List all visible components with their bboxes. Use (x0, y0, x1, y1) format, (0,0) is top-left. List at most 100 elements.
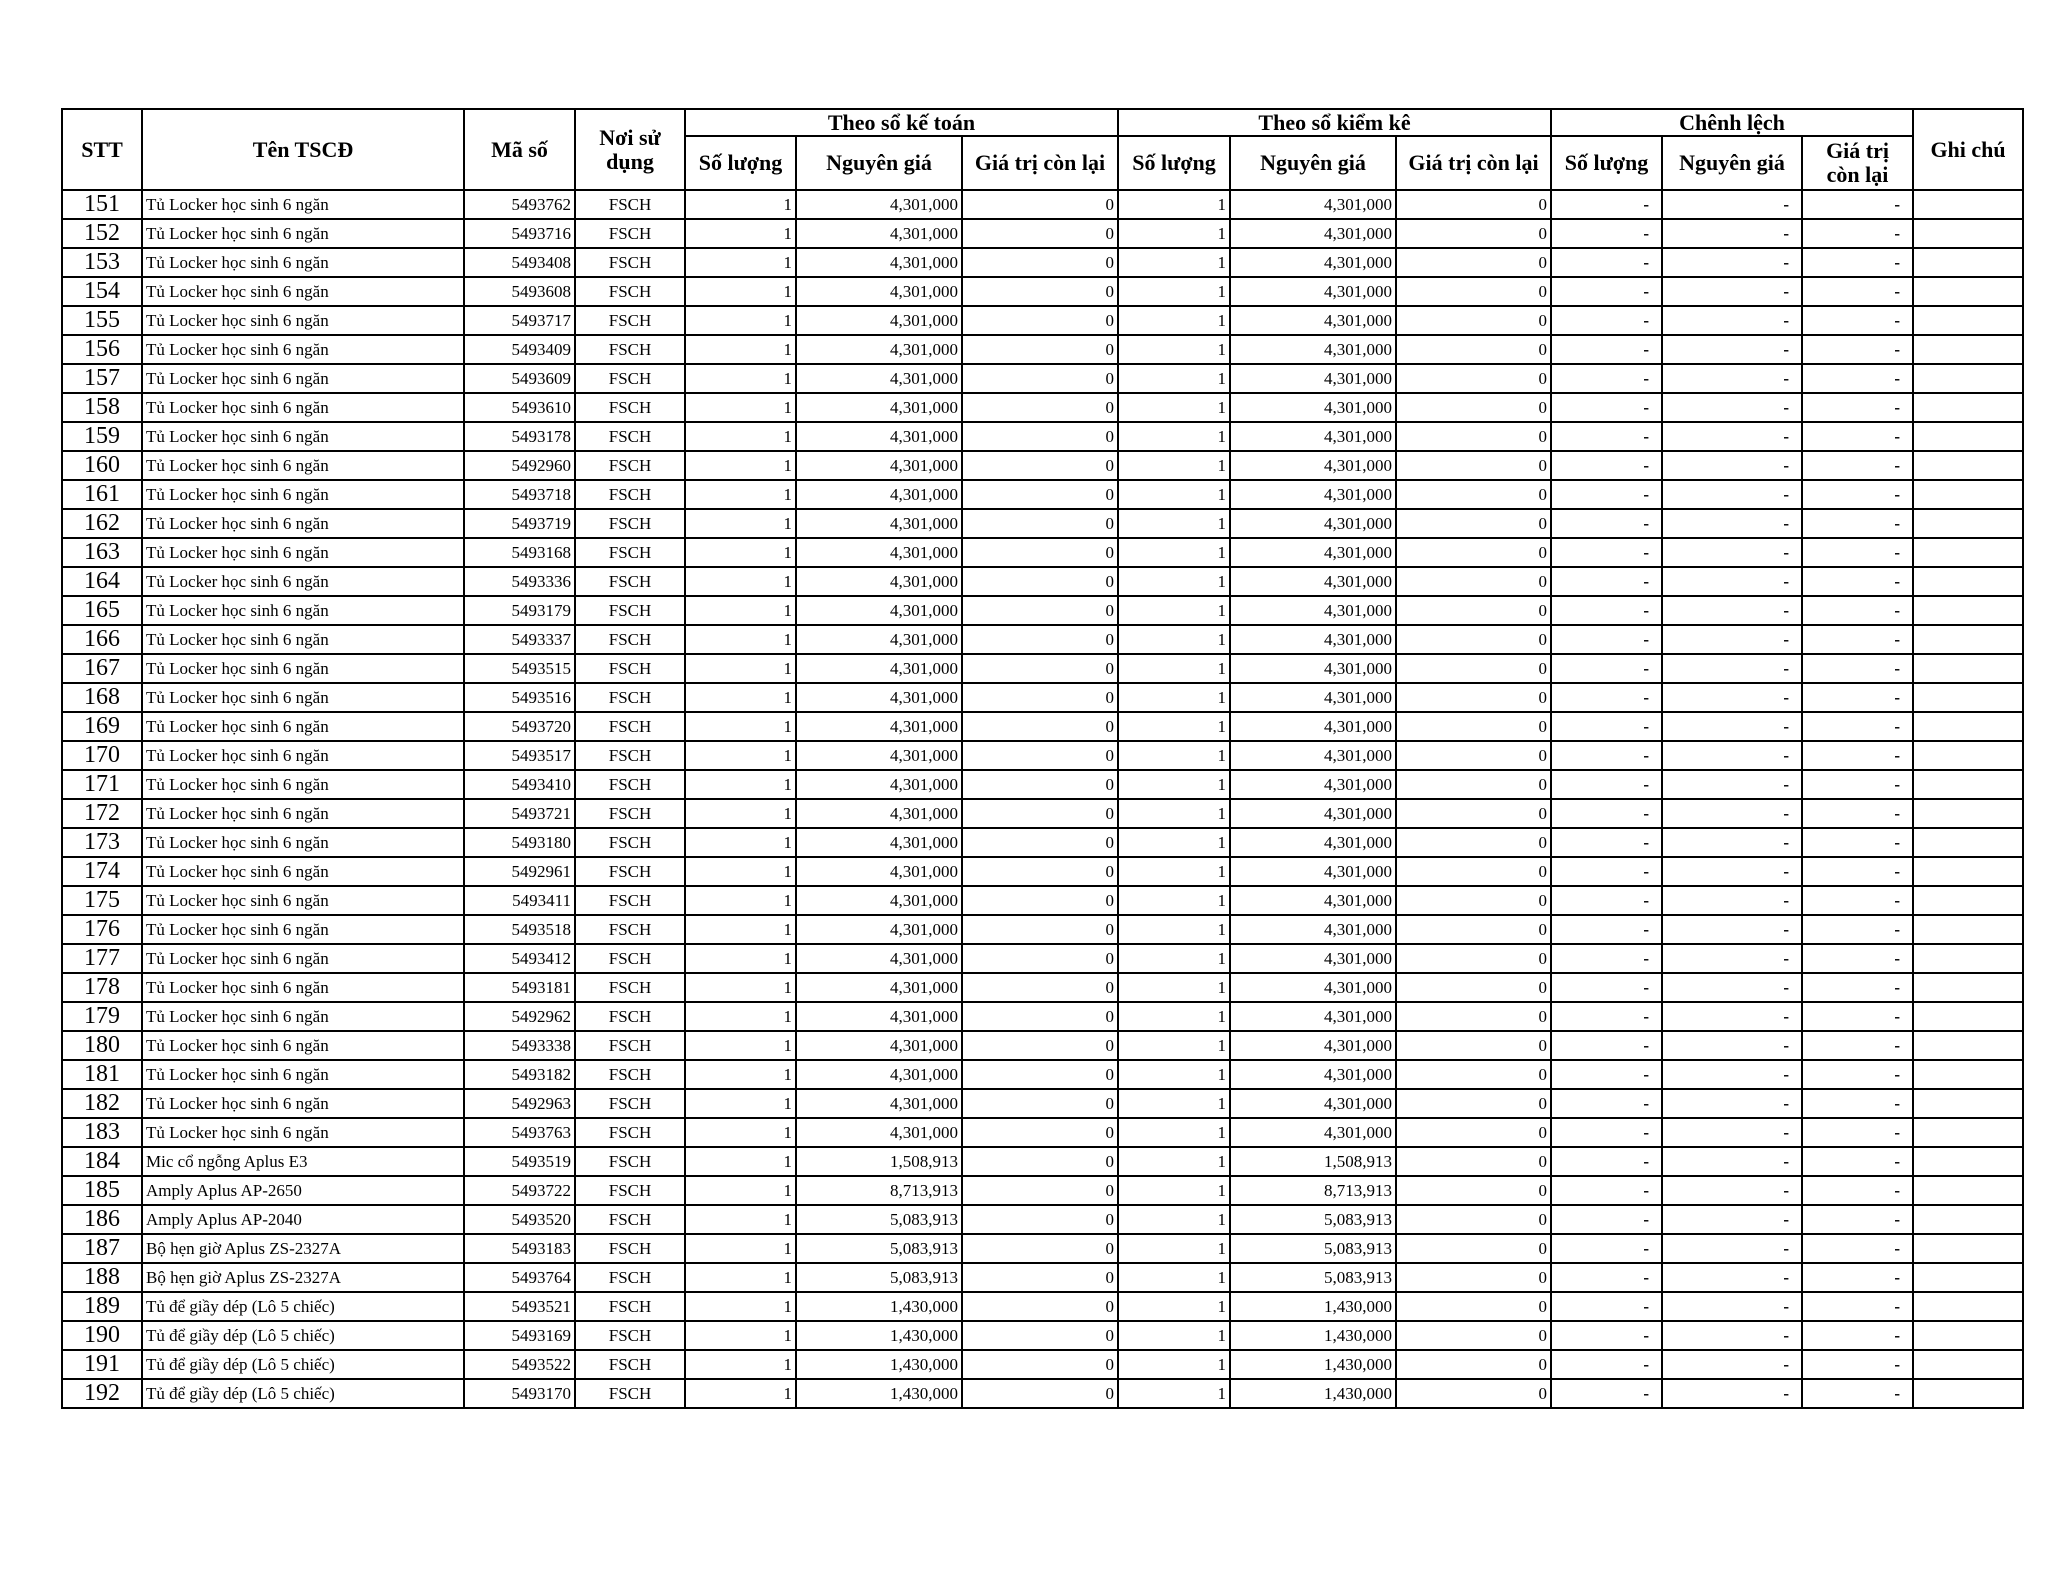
accounting-qty-cell: 1 (684, 479, 797, 510)
asset-code-cell: 5493337 (463, 624, 576, 655)
usage-place-cell: FSCH (574, 1001, 686, 1032)
difference-cost-cell: - (1661, 1030, 1804, 1061)
difference-cost-cell: - (1661, 682, 1804, 713)
inventory-cost-cell: 4,301,000 (1229, 798, 1397, 829)
asset-code-cell: 5493719 (463, 508, 576, 539)
accounting-qty-cell: 1 (684, 740, 797, 771)
asset-name-cell: Mic cổ ngỗng Aplus E3 (141, 1146, 465, 1177)
note-cell (1912, 1291, 2025, 1322)
inventory-remaining-cell: 0 (1394, 1030, 1553, 1061)
table-row: 159 Tủ Locker học sinh 6 ngăn 5493178 FSCH 1… (61, 421, 2025, 452)
difference-qty-cell: - (1550, 595, 1664, 626)
difference-qty-cell: - (1550, 1204, 1664, 1235)
usage-place-cell: FSCH (574, 972, 686, 1003)
difference-remaining-cell: - (1801, 943, 1915, 974)
asset-code-cell: 5493412 (463, 943, 576, 974)
accounting-cost-cell: 4,301,000 (795, 798, 963, 829)
asset-code-cell: 5493518 (463, 914, 576, 945)
note-cell (1912, 624, 2025, 655)
table-row: 182 Tủ Locker học sinh 6 ngăn 5492963 FSCH 1… (61, 1088, 2025, 1119)
accounting-cost-cell: 4,301,000 (795, 653, 963, 684)
header-group-difference: Chênh lệch (1550, 108, 1915, 137)
table-row: 188 Bộ hẹn giờ Aplus ZS-2327A 5493764 FSCH 1… (61, 1262, 2025, 1293)
difference-cost-cell: - (1661, 1233, 1804, 1264)
difference-remaining-cell: - (1801, 334, 1915, 365)
asset-code-cell: 5493722 (463, 1175, 576, 1206)
inventory-qty-cell: 1 (1117, 653, 1231, 684)
difference-qty-cell: - (1550, 1117, 1664, 1148)
row-number-cell: 185 (61, 1175, 143, 1206)
inventory-cost-cell: 4,301,000 (1229, 392, 1397, 423)
difference-cost-cell: - (1661, 798, 1804, 829)
difference-cost-cell: - (1661, 711, 1804, 742)
row-number-cell: 177 (61, 943, 143, 974)
inventory-remaining-cell: 0 (1394, 247, 1553, 278)
accounting-cost-cell: 1,430,000 (795, 1291, 963, 1322)
asset-code-cell: 5492961 (463, 856, 576, 887)
difference-remaining-cell: - (1801, 1349, 1915, 1380)
inventory-qty-cell: 1 (1117, 1117, 1231, 1148)
accounting-qty-cell: 1 (684, 1175, 797, 1206)
note-cell (1912, 421, 2025, 452)
accounting-cost-cell: 4,301,000 (795, 421, 963, 452)
difference-remaining-cell: - (1801, 363, 1915, 394)
note-cell (1912, 508, 2025, 539)
header-group-accounting: Theo sổ kế toán (684, 108, 1119, 137)
asset-name-cell: Tủ Locker học sinh 6 ngăn (141, 1117, 465, 1148)
asset-code-cell: 5493181 (463, 972, 576, 1003)
usage-place-cell: FSCH (574, 798, 686, 829)
accounting-cost-cell: 4,301,000 (795, 1059, 963, 1090)
inventory-qty-cell: 1 (1117, 1030, 1231, 1061)
table-row: 190 Tủ để giầy dép (Lô 5 chiếc) 5493169 FSC… (61, 1320, 2025, 1351)
difference-cost-cell: - (1661, 885, 1804, 916)
difference-remaining-cell: - (1801, 1117, 1915, 1148)
row-number-cell: 156 (61, 334, 143, 365)
note-cell (1912, 1059, 2025, 1090)
asset-code-cell: 5493411 (463, 885, 576, 916)
table-row: 165 Tủ Locker học sinh 6 ngăn 5493179 FSCH 1… (61, 595, 2025, 626)
note-cell (1912, 305, 2025, 336)
inventory-qty-cell: 1 (1117, 682, 1231, 713)
asset-name-cell: Tủ Locker học sinh 6 ngăn (141, 740, 465, 771)
asset-name-cell: Tủ Locker học sinh 6 ngăn (141, 972, 465, 1003)
note-cell (1912, 1175, 2025, 1206)
header-inventory-remaining: Giá trị còn lại (1394, 135, 1553, 191)
difference-cost-cell: - (1661, 914, 1804, 945)
usage-place-cell: FSCH (574, 769, 686, 800)
accounting-qty-cell: 1 (684, 247, 797, 278)
difference-qty-cell: - (1550, 218, 1664, 249)
accounting-qty-cell: 1 (684, 1204, 797, 1235)
difference-remaining-cell: - (1801, 392, 1915, 423)
inventory-qty-cell: 1 (1117, 711, 1231, 742)
accounting-qty-cell: 1 (684, 1378, 797, 1409)
accounting-remaining-cell: 0 (961, 305, 1119, 336)
difference-cost-cell: - (1661, 479, 1804, 510)
table-row: 175 Tủ Locker học sinh 6 ngăn 5493411 FSCH 1… (61, 885, 2025, 916)
difference-remaining-cell: - (1801, 769, 1915, 800)
difference-qty-cell: - (1550, 1233, 1664, 1264)
asset-code-cell: 5493522 (463, 1349, 576, 1380)
inventory-remaining-cell: 0 (1394, 566, 1553, 597)
row-number-cell: 176 (61, 914, 143, 945)
row-number-cell: 187 (61, 1233, 143, 1264)
table-row: 174 Tủ Locker học sinh 6 ngăn 5492961 FSCH 1… (61, 856, 2025, 887)
accounting-remaining-cell: 0 (961, 1320, 1119, 1351)
accounting-qty-cell: 1 (684, 1088, 797, 1119)
table-row: 172 Tủ Locker học sinh 6 ngăn 5493721 FSCH 1… (61, 798, 2025, 829)
inventory-qty-cell: 1 (1117, 392, 1231, 423)
inventory-remaining-cell: 0 (1394, 537, 1553, 568)
inventory-cost-cell: 4,301,000 (1229, 218, 1397, 249)
inventory-remaining-cell: 0 (1394, 392, 1553, 423)
accounting-cost-cell: 4,301,000 (795, 508, 963, 539)
difference-remaining-cell: - (1801, 972, 1915, 1003)
inventory-qty-cell: 1 (1117, 1320, 1231, 1351)
difference-cost-cell: - (1661, 276, 1804, 307)
row-number-cell: 165 (61, 595, 143, 626)
header-difference-qty: Số lượng (1550, 135, 1664, 191)
usage-place-cell: FSCH (574, 1117, 686, 1148)
accounting-cost-cell: 4,301,000 (795, 711, 963, 742)
table-row: 161 Tủ Locker học sinh 6 ngăn 5493718 FSCH 1… (61, 479, 2025, 510)
inventory-cost-cell: 1,430,000 (1229, 1378, 1397, 1409)
header-asset-name: Tên TSCĐ (141, 108, 465, 191)
note-cell (1912, 334, 2025, 365)
